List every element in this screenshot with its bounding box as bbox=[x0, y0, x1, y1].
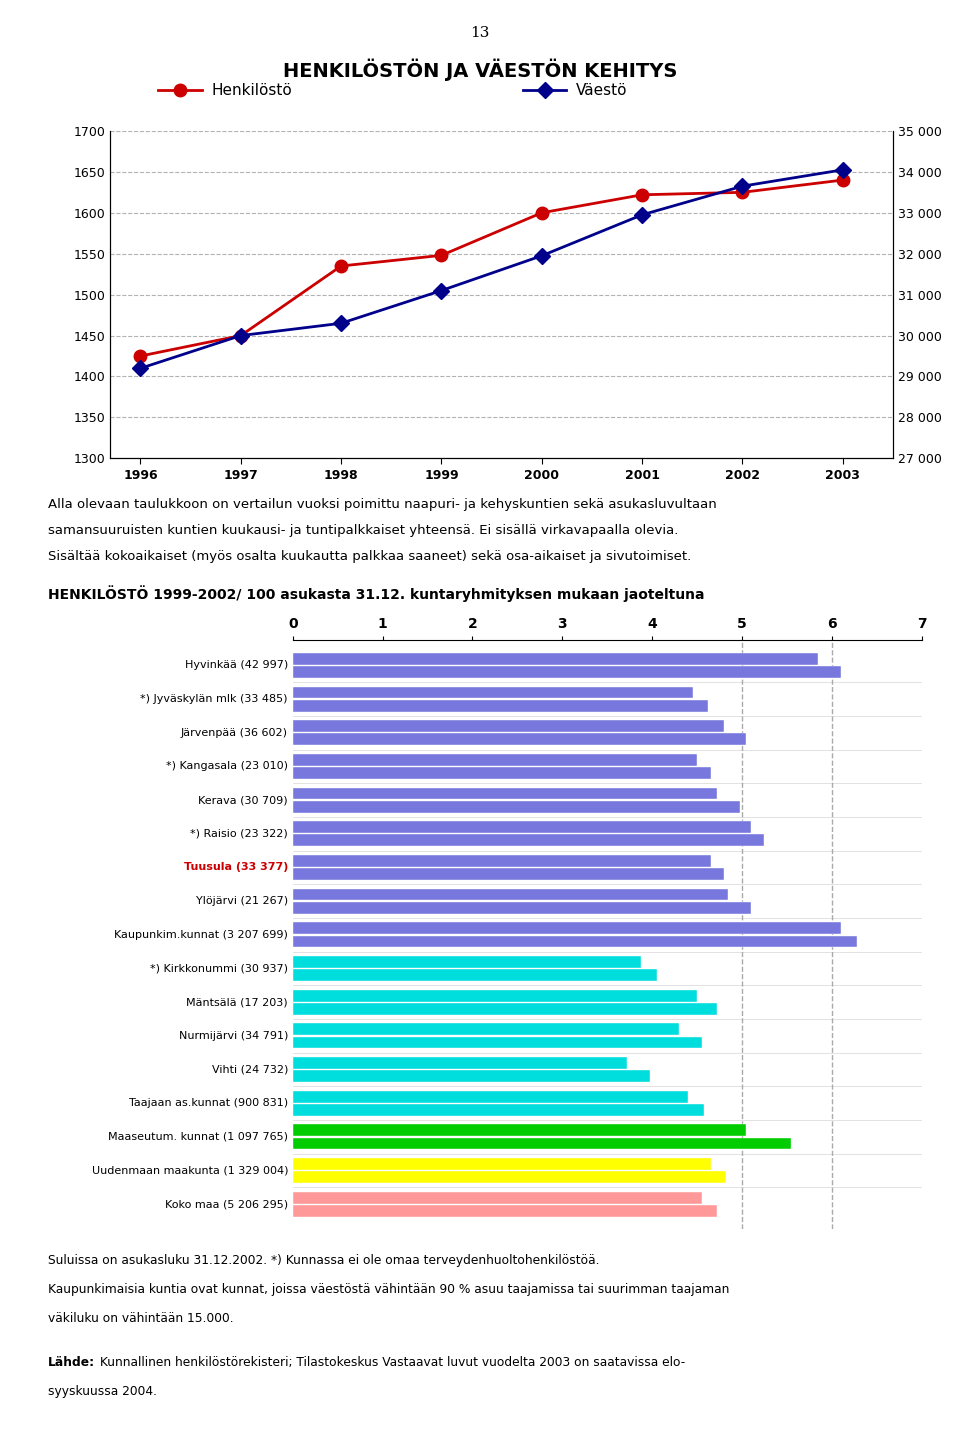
Text: samansuuruisten kuntien kuukausi- ja tuntipalkkaiset yhteensä. Ei sisällä virkav: samansuuruisten kuntien kuukausi- ja tun… bbox=[48, 524, 679, 537]
Text: Ylöjärvi (21 267): Ylöjärvi (21 267) bbox=[196, 896, 288, 906]
Bar bbox=[293, 767, 710, 778]
Bar bbox=[293, 1058, 627, 1069]
Bar bbox=[293, 822, 751, 834]
Text: *) Kangasala (23 010): *) Kangasala (23 010) bbox=[166, 761, 288, 771]
Text: Tuusula (33 377): Tuusula (33 377) bbox=[183, 863, 288, 873]
Bar bbox=[293, 1171, 726, 1183]
Text: väkiluku on vähintään 15.000.: väkiluku on vähintään 15.000. bbox=[48, 1312, 233, 1326]
Text: Henkilöstö: Henkilöstö bbox=[211, 83, 292, 97]
Text: Hyvinkää (42 997): Hyvinkää (42 997) bbox=[184, 661, 288, 671]
Bar bbox=[293, 1071, 650, 1083]
Text: Kaupunkim.kunnat (3 207 699): Kaupunkim.kunnat (3 207 699) bbox=[114, 930, 288, 940]
Bar bbox=[293, 666, 841, 678]
Bar bbox=[293, 936, 857, 947]
Text: Nurmijärvi (34 791): Nurmijärvi (34 791) bbox=[179, 1030, 288, 1040]
Text: *) Jyväskylän mlk (33 485): *) Jyväskylän mlk (33 485) bbox=[140, 694, 288, 704]
Text: Suluissa on asukasluku 31.12.2002. *) Kunnassa ei ole omaa terveydenhuoltohenkil: Suluissa on asukasluku 31.12.2002. *) Ku… bbox=[48, 1254, 599, 1267]
Bar bbox=[293, 1104, 705, 1116]
Bar bbox=[293, 1205, 717, 1216]
Text: *) Raisio (23 322): *) Raisio (23 322) bbox=[190, 829, 288, 840]
Text: HENKILÖSTÖN JA VÄESTÖN KEHITYS: HENKILÖSTÖN JA VÄESTÖN KEHITYS bbox=[283, 58, 677, 80]
Bar bbox=[293, 856, 710, 867]
Text: syyskuussa 2004.: syyskuussa 2004. bbox=[48, 1385, 157, 1398]
Text: Maaseutum. kunnat (1 097 765): Maaseutum. kunnat (1 097 765) bbox=[108, 1132, 288, 1142]
Text: Sisältää kokoaikaiset (myös osalta kuukautta palkkaa saaneet) sekä osa-aikaiset : Sisältää kokoaikaiset (myös osalta kuuka… bbox=[48, 550, 691, 563]
Text: Lähde:: Lähde: bbox=[48, 1356, 95, 1369]
Text: Vihti (24 732): Vihti (24 732) bbox=[211, 1065, 288, 1075]
Bar bbox=[293, 1138, 791, 1149]
Bar bbox=[293, 800, 740, 812]
Bar bbox=[293, 902, 751, 914]
Bar bbox=[293, 687, 692, 698]
Bar bbox=[293, 1158, 710, 1170]
Text: *) Kirkkonummi (30 937): *) Kirkkonummi (30 937) bbox=[150, 963, 288, 973]
Bar bbox=[293, 1036, 702, 1048]
Bar bbox=[293, 1023, 679, 1035]
Bar bbox=[293, 989, 697, 1001]
Bar bbox=[293, 835, 764, 847]
Text: Alla olevaan taulukkoon on vertailun vuoksi poimittu naapuri- ja kehyskuntien se: Alla olevaan taulukkoon on vertailun vuo… bbox=[48, 498, 717, 511]
Text: Järvenpää (36 602): Järvenpää (36 602) bbox=[181, 728, 288, 738]
Text: 13: 13 bbox=[470, 26, 490, 41]
Bar bbox=[293, 1002, 717, 1014]
Bar bbox=[293, 653, 818, 665]
Bar bbox=[293, 1192, 702, 1203]
Bar bbox=[293, 700, 708, 711]
Bar bbox=[293, 922, 841, 934]
Text: HENKILÖSTÖ 1999-2002/ 100 asukasta 31.12. kuntaryhmityksen mukaan jaoteltuna: HENKILÖSTÖ 1999-2002/ 100 asukasta 31.12… bbox=[48, 585, 705, 602]
Bar bbox=[293, 1125, 747, 1136]
Text: Mäntsälä (17 203): Mäntsälä (17 203) bbox=[186, 997, 288, 1007]
Bar bbox=[293, 956, 641, 968]
Bar bbox=[293, 720, 724, 732]
Bar bbox=[293, 733, 747, 745]
Text: Kaupunkimaisia kuntia ovat kunnat, joissa väestöstä vähintään 90 % asuu taajamis: Kaupunkimaisia kuntia ovat kunnat, joiss… bbox=[48, 1283, 730, 1296]
Text: Uudenmaan maakunta (1 329 004): Uudenmaan maakunta (1 329 004) bbox=[91, 1165, 288, 1176]
Bar bbox=[293, 869, 724, 880]
Text: Kerava (30 709): Kerava (30 709) bbox=[199, 794, 288, 805]
Bar bbox=[293, 1091, 688, 1103]
Bar bbox=[293, 787, 717, 799]
Text: Taajaan as.kunnat (900 831): Taajaan as.kunnat (900 831) bbox=[129, 1099, 288, 1109]
Text: Väestö: Väestö bbox=[576, 83, 628, 97]
Text: Kunnallinen henkilöstörekisteri; Tilastokeskus Vastaavat luvut vuodelta 2003 on : Kunnallinen henkilöstörekisteri; Tilasto… bbox=[96, 1356, 685, 1369]
Bar bbox=[293, 754, 697, 765]
Bar bbox=[293, 889, 729, 901]
Text: Koko maa (5 206 295): Koko maa (5 206 295) bbox=[165, 1199, 288, 1209]
Bar bbox=[293, 969, 657, 981]
